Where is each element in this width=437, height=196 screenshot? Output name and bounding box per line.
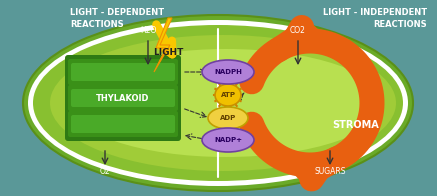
Ellipse shape — [208, 107, 248, 129]
FancyBboxPatch shape — [65, 55, 181, 89]
Circle shape — [268, 61, 352, 145]
FancyBboxPatch shape — [68, 59, 178, 85]
Circle shape — [268, 61, 352, 145]
FancyBboxPatch shape — [71, 115, 175, 133]
Text: NADPH: NADPH — [214, 69, 242, 75]
FancyBboxPatch shape — [65, 107, 181, 141]
FancyBboxPatch shape — [65, 81, 181, 115]
Text: THYLAKOID: THYLAKOID — [96, 93, 150, 103]
Text: O2: O2 — [100, 168, 110, 177]
Text: ATP: ATP — [221, 92, 236, 98]
Text: LIGHT - DEPENDENT
REACTIONS: LIGHT - DEPENDENT REACTIONS — [70, 8, 164, 29]
Ellipse shape — [28, 20, 408, 186]
Ellipse shape — [202, 60, 254, 84]
FancyBboxPatch shape — [71, 63, 175, 81]
FancyBboxPatch shape — [68, 111, 178, 137]
Ellipse shape — [33, 25, 403, 181]
FancyBboxPatch shape — [71, 89, 175, 107]
FancyBboxPatch shape — [68, 85, 178, 111]
Text: LIGHT - INDEPENDENT
REACTIONS: LIGHT - INDEPENDENT REACTIONS — [323, 8, 427, 29]
Ellipse shape — [50, 35, 396, 171]
Text: ADP: ADP — [220, 115, 236, 121]
Text: LIGHT: LIGHT — [153, 47, 183, 56]
Ellipse shape — [23, 15, 413, 191]
Ellipse shape — [69, 49, 383, 157]
Polygon shape — [154, 18, 172, 72]
Ellipse shape — [215, 84, 241, 106]
Text: NADP+: NADP+ — [214, 137, 242, 143]
Ellipse shape — [202, 128, 254, 152]
Text: CO2: CO2 — [290, 25, 306, 34]
Ellipse shape — [31, 23, 405, 183]
Text: H2O: H2O — [140, 25, 156, 34]
Text: SUGARS: SUGARS — [314, 168, 346, 177]
Text: STROMA: STROMA — [332, 120, 379, 130]
